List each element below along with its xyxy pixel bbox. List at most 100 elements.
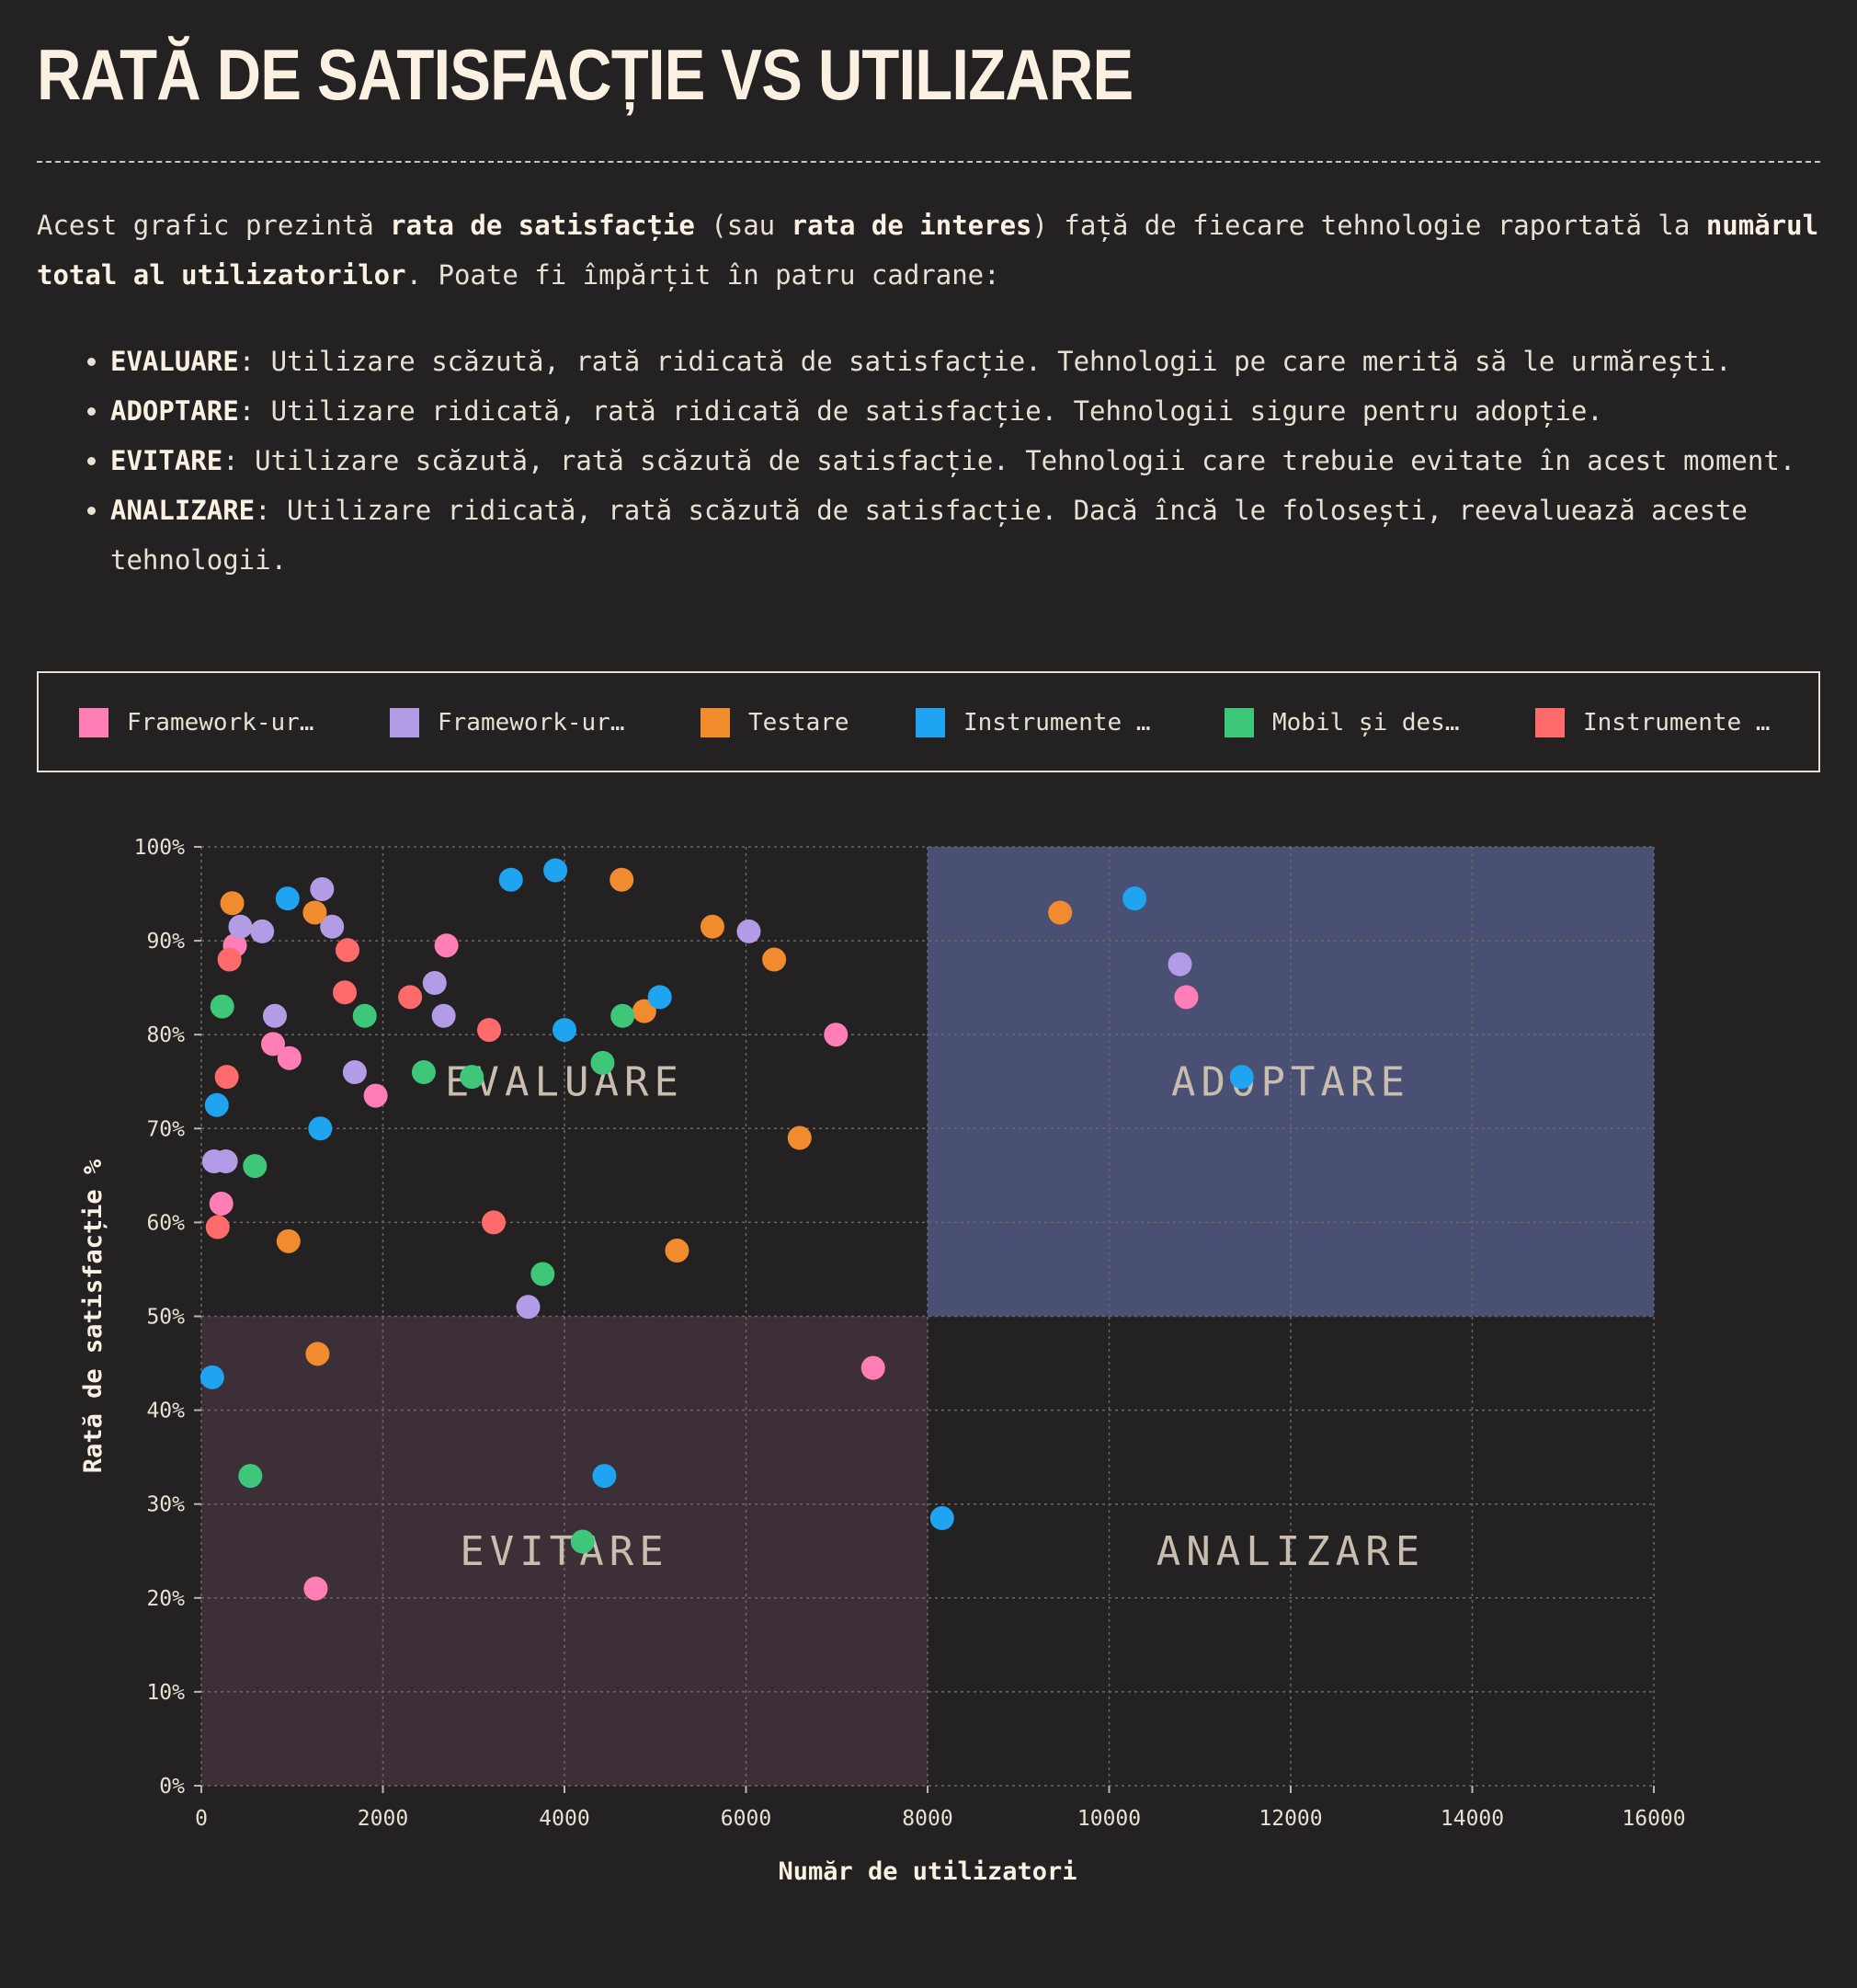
x-tick-label: 16000	[1622, 1807, 1685, 1831]
data-point	[205, 1215, 230, 1240]
data-point	[275, 886, 300, 911]
data-point	[477, 1018, 502, 1043]
data-point	[860, 1355, 885, 1380]
quadrant-label-analizare: ANALIZARE	[1156, 1528, 1425, 1575]
legend-label: Testare	[748, 709, 849, 737]
data-point	[238, 1464, 263, 1489]
data-point	[434, 933, 459, 958]
data-point	[460, 1065, 484, 1090]
y-tick-label: 80%	[146, 1023, 185, 1047]
data-point	[217, 947, 242, 972]
y-tick-label: 70%	[146, 1117, 185, 1141]
legend-swatch	[390, 708, 419, 737]
legend-item[interactable]: Framework-ur…	[390, 708, 625, 737]
data-point	[1174, 985, 1199, 1010]
y-tick-label: 30%	[146, 1493, 185, 1517]
quadrant-backgrounds	[201, 847, 1654, 1786]
data-point	[320, 914, 345, 939]
data-point	[276, 1228, 301, 1253]
quadrant-item-analizare: ANALIZARE: Utilizare ridicată, rată scăz…	[110, 486, 1857, 585]
intro-paragraph: Acest grafic prezintă rata de satisfacți…	[37, 200, 1820, 300]
data-point	[261, 1032, 286, 1057]
intro-text: ) față de fiecare tehnologie raportată l…	[1031, 210, 1706, 241]
data-point	[308, 1116, 333, 1141]
y-tick-label: 10%	[146, 1681, 185, 1705]
legend-item[interactable]: Instrumente …	[916, 708, 1151, 737]
quadrant-labels: EVALUARE ADOPTARE EVITARE ANALIZARE	[445, 1058, 1425, 1575]
x-tick-label: 2000	[358, 1807, 408, 1831]
data-point	[411, 1060, 436, 1085]
legend-item[interactable]: Instrumente …	[1535, 708, 1771, 737]
y-tick-label: 50%	[146, 1306, 185, 1330]
quadrant-item-evitare: EVITARE: Utilizare scăzută, rată scăzută…	[110, 436, 1857, 486]
data-point	[516, 1295, 541, 1320]
legend-label: Framework-ur…	[127, 709, 314, 737]
quadrant-label-evitare: EVITARE	[460, 1528, 668, 1575]
data-point	[1229, 1065, 1254, 1090]
data-points	[199, 858, 1254, 1601]
data-point	[310, 876, 335, 901]
chart-grid	[200, 846, 1655, 1787]
x-tick-label: 12000	[1259, 1807, 1322, 1831]
quadrant-item-adoptare: ADOPTARE: Utilizare ridicată, rată ridic…	[110, 386, 1857, 436]
quadrant-label-evaluare: EVALUARE	[445, 1058, 684, 1105]
intro-bold: numărul total al utilizatorilor	[37, 210, 1819, 291]
data-point	[1168, 952, 1192, 977]
data-point	[214, 1065, 239, 1090]
y-tick-label: 40%	[146, 1400, 185, 1423]
legend-item[interactable]: Testare	[701, 708, 849, 737]
x-tick-label: 0	[195, 1807, 208, 1831]
quadrant-text: : Utilizare scăzută, rată ridicată de sa…	[238, 346, 1732, 377]
legend-swatch	[916, 708, 945, 737]
y-tick-label: 90%	[146, 930, 185, 954]
data-point	[199, 1365, 224, 1389]
data-point	[929, 1506, 954, 1531]
legend-item[interactable]: Mobil și des…	[1225, 708, 1460, 737]
y-tick-label: 20%	[146, 1587, 185, 1611]
data-point	[220, 891, 245, 916]
data-point	[277, 1045, 302, 1070]
data-point	[632, 999, 656, 1023]
data-point	[210, 994, 234, 1019]
legend-label: Mobil și des…	[1272, 709, 1460, 737]
data-point	[647, 985, 672, 1010]
data-point	[610, 1003, 635, 1028]
data-point	[303, 1576, 328, 1601]
quadrant-name: ADOPTARE	[110, 395, 239, 427]
legend-item[interactable]: Framework-ur…	[79, 708, 314, 737]
data-point	[592, 1464, 617, 1489]
quadrant-list: EVALUARE: Utilizare scăzută, rată ridica…	[74, 337, 1857, 585]
data-point	[342, 1060, 367, 1085]
data-point	[363, 1083, 388, 1108]
data-point	[530, 1262, 555, 1286]
data-point	[302, 900, 327, 925]
data-point	[610, 867, 634, 892]
data-point	[262, 1003, 287, 1028]
data-point	[352, 1003, 377, 1028]
quadrant-text: : Utilizare ridicată, rată ridicată de s…	[238, 395, 1603, 427]
data-point	[665, 1239, 689, 1263]
y-tick-label: 0%	[159, 1775, 185, 1799]
quadrant-item-evaluare: EVALUARE: Utilizare scăzută, rată ridica…	[110, 337, 1857, 386]
data-point	[553, 1018, 576, 1043]
y-axis-label: Rată de satisfacție %	[79, 1159, 108, 1473]
data-point	[422, 971, 447, 996]
data-point	[431, 1003, 456, 1028]
data-point	[481, 1210, 506, 1235]
x-axis-label: Număr de utilizatori	[778, 1857, 1077, 1886]
legend-swatch	[1225, 708, 1254, 737]
axis-ticks: 0 2000 4000 6000 8000 10000 12000 14000 16000 0% 1…	[134, 836, 1686, 1831]
intro-text: . Poate fi împărțit în patru cadrane:	[405, 259, 1000, 291]
data-point	[333, 980, 358, 1005]
page-title: RATĂ DE SATISFACȚIE VS UTILIZARE	[37, 34, 1134, 115]
data-point	[736, 919, 761, 943]
data-point	[250, 919, 275, 943]
data-point	[209, 1191, 234, 1216]
quadrant-label-adoptare: ADOPTARE	[1171, 1058, 1410, 1105]
quadrant-text: : Utilizare ridicată, rată scăzută de sa…	[110, 495, 1748, 576]
data-point	[824, 1023, 849, 1047]
intro-text: (sau	[694, 210, 792, 241]
data-point	[570, 1529, 595, 1554]
